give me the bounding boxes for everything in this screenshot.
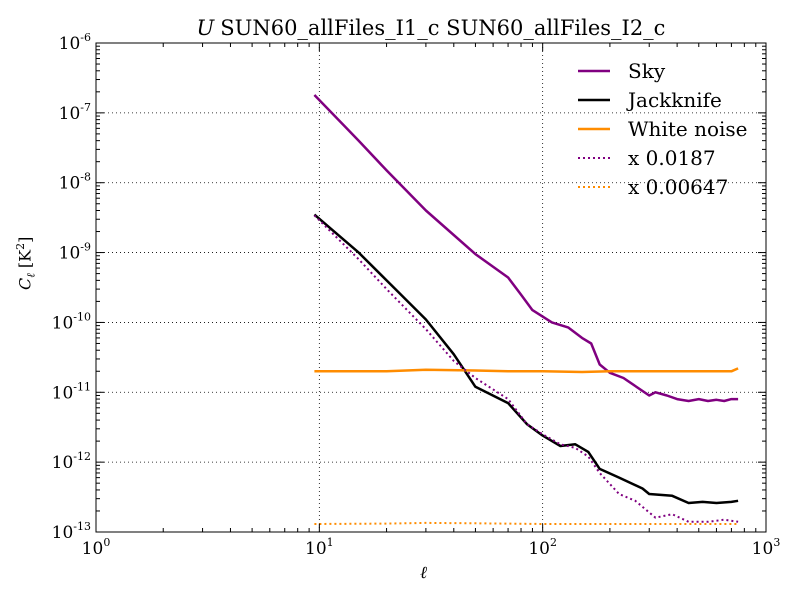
legend-label-3: x 0.0187 — [628, 146, 716, 170]
x-tick-label: 101 — [305, 536, 334, 559]
chart-title-text: SUN60_allFiles_I1_c SUN60_allFiles_I2_c — [220, 16, 666, 40]
axis-ticks: 100 101 102 103 10-13 10-12 10-11 10-10 10-9 10-8… — [52, 31, 781, 559]
legend-label-1: Jackknife — [626, 88, 722, 112]
chart-title-variable: U — [196, 16, 215, 40]
x-axis-label: ℓ — [420, 563, 428, 583]
y-tick-label: 10-12 — [52, 450, 91, 473]
series-line-2 — [314, 367, 739, 374]
legend-label-4: x 0.00647 — [628, 175, 728, 199]
series-line-3 — [313, 214, 739, 523]
plot-frame — [95, 42, 767, 533]
legend-label-2: White noise — [628, 117, 747, 141]
y-tick-label: 10-9 — [59, 241, 91, 264]
chart-title: U SUN60_allFiles_I1_c SUN60_allFiles_I2_c — [96, 16, 766, 40]
x-tick-label: 102 — [528, 536, 557, 559]
y-tick-label: 10-13 — [52, 520, 91, 543]
y-tick-label: 10-11 — [52, 380, 91, 403]
y-axis-label: Cℓ [K2] — [14, 236, 38, 290]
y-tick-label: 10-7 — [59, 101, 91, 124]
series-group — [313, 94, 739, 525]
grid-lines — [96, 43, 766, 532]
y-tick-label: 10-10 — [52, 310, 91, 333]
legend-label-0: Sky — [628, 59, 666, 83]
y-tick-label: 10-8 — [59, 171, 91, 194]
series-line-4 — [314, 521, 739, 525]
x-tick-label: 103 — [752, 536, 781, 559]
legend: Sky Jackknife White noise x 0.0187 x 0.00647 — [578, 59, 747, 199]
y-tick-label: 10-6 — [59, 31, 91, 54]
x-tick-label: 100 — [82, 536, 111, 559]
series-line-1 — [313, 213, 739, 505]
series-line-0 — [313, 94, 739, 403]
